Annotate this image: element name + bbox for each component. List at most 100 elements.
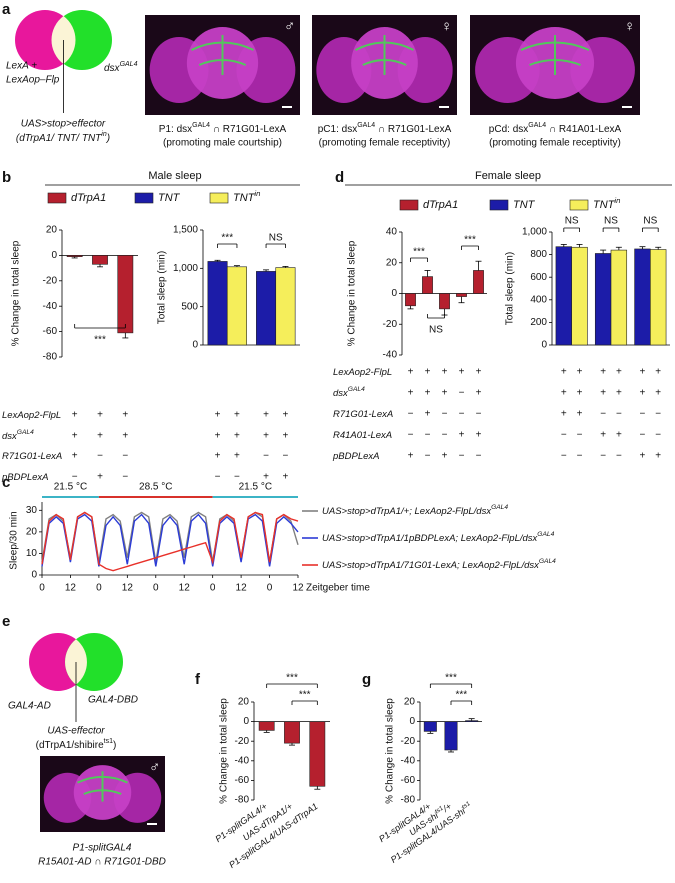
genotype-mark: − [561, 430, 567, 441]
superscript: in [101, 131, 107, 138]
genotype-mark: − [640, 409, 646, 420]
genotype-label: R71G01-LexA [333, 409, 393, 420]
legend-label: UAS>stop>dTrpA1/+; LexAop2-FlpL/dsxGAL4 [322, 504, 508, 516]
bar [423, 721, 437, 732]
legend-label: TNT [158, 192, 181, 204]
legend-swatch [209, 192, 229, 204]
bar [439, 293, 450, 310]
x-tick-label: 12 [179, 583, 191, 594]
genotype-label: R41A01-LexA [333, 430, 392, 441]
y-axis-label: % Change in total sleep [11, 240, 22, 346]
x-tick-label: 12 [65, 583, 77, 594]
text-part: TNT [593, 199, 616, 211]
genotype-mark: − [408, 430, 414, 441]
significance-label: *** [464, 235, 476, 246]
bar [284, 721, 300, 744]
neuron-signal [191, 35, 254, 75]
genotype-mark: − [72, 472, 78, 483]
bar [473, 270, 484, 294]
genotype-mark: − [459, 409, 465, 420]
y-tick-label: 200 [530, 317, 547, 328]
legend-swatch [489, 199, 509, 211]
text-part: ) [113, 740, 116, 751]
legend-swatch [134, 192, 154, 204]
text-part: UAS>stop>dTrpA1/+; LexAop2-FlpL/dsx [322, 506, 492, 517]
superscript: ts1 [461, 800, 472, 811]
superscript: GAL4 [120, 61, 138, 68]
genotype-mark: + [283, 431, 289, 442]
significance-label: NS [565, 216, 579, 227]
genotype-mark: + [640, 367, 646, 378]
genotype-mark: + [561, 409, 567, 420]
y-tick-label: -20 [401, 736, 416, 747]
bar [207, 261, 228, 346]
genotype-mark: − [600, 451, 606, 462]
text-part: dsx [104, 63, 121, 74]
genotype-mark: + [655, 367, 661, 378]
genotype-mark: + [234, 431, 240, 442]
image-caption: R15A01-AD ∩ R71G01-DBD [38, 857, 166, 868]
y-tick-label: 600 [530, 272, 547, 283]
y-tick-label: 20 [46, 225, 58, 236]
panel-label: e [2, 613, 10, 630]
bar [66, 255, 83, 257]
genotype-mark: + [234, 451, 240, 462]
genotype-mark: − [561, 451, 567, 462]
genotype-mark: + [600, 388, 606, 399]
bar [258, 721, 275, 731]
neuron-signal [77, 771, 128, 802]
image-caption: pC1: dsxGAL4 ∩ R71G01-LexA [318, 122, 452, 134]
genotype-mark: + [442, 367, 448, 378]
y-tick-label: -60 [43, 326, 58, 337]
genotype-mark: + [577, 367, 583, 378]
effector-detail: (dTrpA1/ TNT/ TNTin) [16, 131, 110, 143]
sex-symbol: ♂ [149, 759, 160, 776]
genotype-mark: + [577, 388, 583, 399]
text-part: P1: dsx [159, 124, 192, 135]
venn-label: GAL4-DBD [88, 695, 138, 706]
genotype-mark: + [561, 388, 567, 399]
panel-title: Male sleep [148, 170, 201, 182]
genotype-mark: + [577, 409, 583, 420]
significance-label: *** [299, 690, 311, 701]
panel-label: g [362, 671, 371, 688]
y-tick-label: -40 [235, 755, 250, 766]
text-part: UAS>stop>dTrpA1/71G01-LexA; LexAop2-FlpL… [322, 560, 540, 571]
y-tick-label: 20 [386, 257, 398, 268]
genotype-mark: + [476, 367, 482, 378]
y-tick-label: 400 [530, 294, 547, 305]
superscript: GAL4 [491, 504, 508, 511]
genotype-mark: + [122, 431, 128, 442]
text-part: ∩ R71G01-LexA [375, 124, 451, 135]
bar [650, 249, 667, 346]
temperature-label: 21.5 °C [239, 482, 272, 493]
text-part: pBDPLexA [1, 472, 48, 483]
text-part: pBDPLexA [332, 451, 379, 462]
significance-label: *** [221, 233, 233, 244]
x-tick-label: 12 [236, 583, 248, 594]
sleep-trace [41, 511, 299, 572]
genotype-mark: − [425, 430, 431, 441]
genotype-mark: + [459, 367, 465, 378]
x-tick-label: 0 [153, 583, 159, 594]
text-part: (dTrpA1/shibire [36, 740, 104, 751]
genotype-mark: − [408, 409, 414, 420]
genotype-mark: + [476, 430, 482, 441]
significance-label: NS [269, 233, 283, 244]
x-tick-label: 0 [210, 583, 216, 594]
genotype-mark: + [215, 451, 221, 462]
bar [634, 248, 651, 346]
sleep-trace [41, 513, 299, 567]
text-part: dsx [2, 431, 18, 442]
text-part: LexAop2-FlpL [333, 367, 392, 378]
legend-label: UAS>stop>dTrpA1/1pBDPLexA; LexAop2-FlpL/… [322, 531, 555, 543]
genotype-mark: + [442, 388, 448, 399]
bar [571, 246, 588, 346]
x-tick-label: 12 [292, 583, 304, 594]
bar [256, 271, 277, 346]
genotype-mark: + [655, 388, 661, 399]
genotype-label: R71G01-LexA [2, 451, 62, 462]
image-note: (promoting female receptivity) [489, 138, 621, 149]
y-tick-label: 1,000 [522, 227, 547, 238]
genotype-mark: + [283, 472, 289, 483]
